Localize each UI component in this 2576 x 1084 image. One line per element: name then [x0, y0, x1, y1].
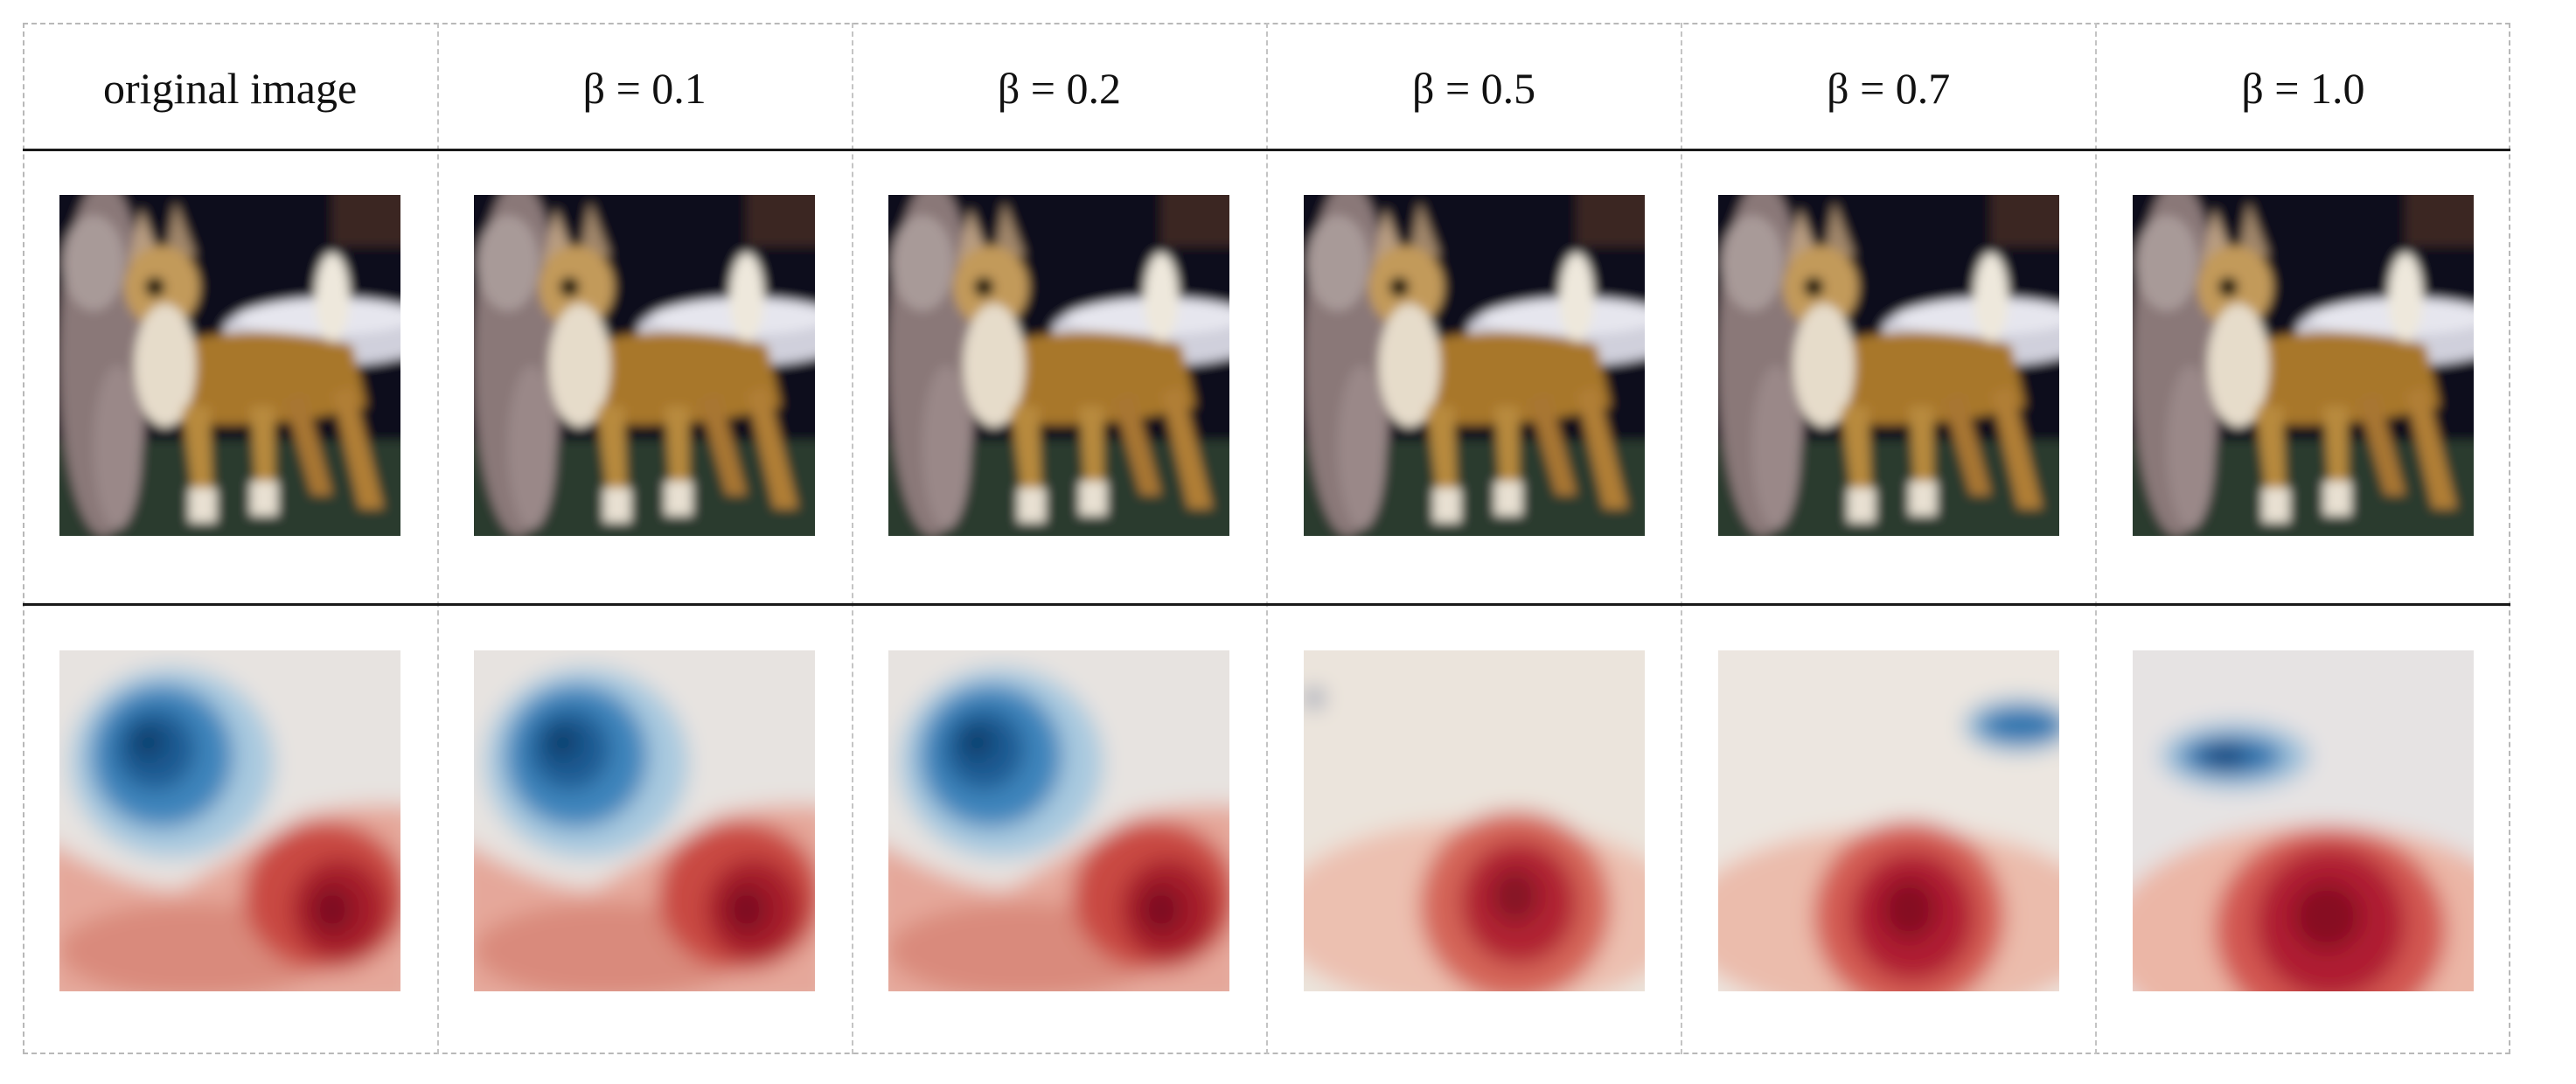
image-cell	[1266, 195, 1681, 536]
column-divider	[437, 23, 439, 1054]
dog-photo	[474, 195, 816, 536]
dog-photo	[2132, 195, 2474, 536]
image-cell	[2096, 195, 2510, 536]
dog-photo	[1717, 195, 2059, 536]
heatmap-cell	[2096, 650, 2510, 991]
heatmap-row	[23, 650, 2510, 991]
header-rule	[23, 149, 2510, 151]
dog-photo	[1303, 195, 1645, 536]
attribution-heatmap	[2132, 650, 2474, 991]
heatmap-cell	[1681, 650, 2096, 991]
attribution-heatmap	[1717, 650, 2059, 991]
column-header: β = 0.7	[1827, 64, 1951, 113]
attribution-heatmap	[1303, 650, 1645, 991]
header-row: original image β = 0.1 β = 0.2 β = 0.5 β…	[23, 23, 2510, 149]
heatmap-cell	[437, 650, 852, 991]
attribution-heatmap	[59, 650, 401, 991]
attribution-heatmap	[474, 650, 816, 991]
column-divider	[2095, 23, 2097, 1054]
column-divider	[852, 23, 853, 1054]
column-header: β = 0.1	[582, 64, 707, 113]
image-cell	[23, 195, 437, 536]
column-divider	[1266, 23, 1268, 1054]
column-header: β = 0.2	[997, 64, 1121, 113]
column-divider	[1681, 23, 1682, 1054]
heatmap-cell	[1266, 650, 1681, 991]
heatmap-cell	[23, 650, 437, 991]
image-cell	[1681, 195, 2096, 536]
image-row	[23, 195, 2510, 536]
attribution-heatmap	[888, 650, 1230, 991]
dog-photo	[888, 195, 1230, 536]
row-rule	[23, 603, 2510, 606]
figure: original image β = 0.1 β = 0.2 β = 0.5 β…	[23, 23, 2510, 1054]
image-cell	[437, 195, 852, 536]
column-header: original image	[102, 64, 358, 113]
image-cell	[852, 195, 1266, 536]
heatmap-cell	[852, 650, 1266, 991]
column-header: β = 0.5	[1412, 64, 1536, 113]
column-header: β = 1.0	[2241, 64, 2365, 113]
dog-photo	[59, 195, 401, 536]
